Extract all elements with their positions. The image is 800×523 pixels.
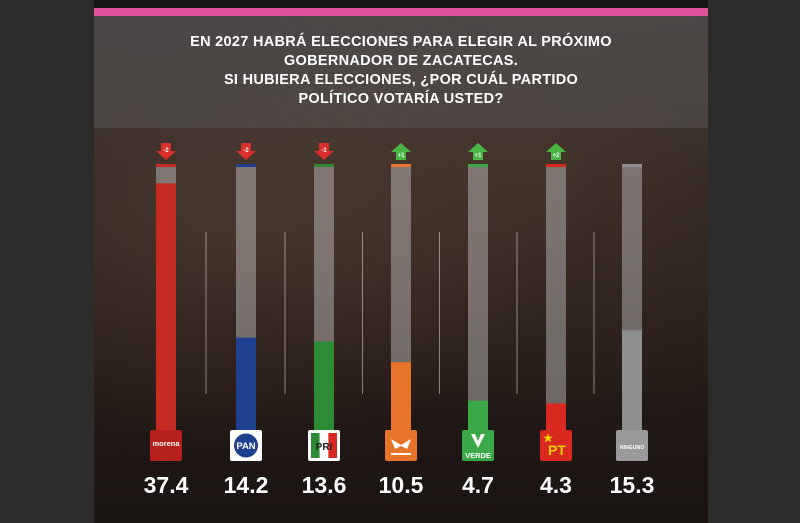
bar-group: +2 PT 4.3 [540, 143, 572, 498]
change-label: +1 [475, 153, 483, 159]
bar-group: +1 VERDE 4.7 [462, 143, 494, 498]
change-label: +1 [398, 153, 406, 159]
infographic-panel: EN 2027 HABRÁ ELECCIONES PARA ELEGIR AL … [94, 0, 708, 523]
decrease-arrow-icon [314, 143, 334, 160]
bar-track [468, 166, 488, 432]
bar-cap [391, 164, 411, 167]
change-label: -2 [243, 148, 249, 154]
change-label: -1 [321, 148, 327, 154]
toucan-icon [471, 434, 485, 448]
bar-group: NINGUNO 15.3 [610, 164, 655, 498]
pan-logo-circle [234, 433, 258, 458]
increase-arrow-icon [546, 143, 566, 160]
value-label: 10.5 [379, 472, 424, 498]
pri-logo-green [311, 433, 320, 458]
top-dark-bar [94, 0, 708, 8]
bar-group: -2 PAN 14.2 [224, 143, 269, 498]
bar-group: +1 10.5 [379, 143, 424, 498]
title-line-1: EN 2027 HABRÁ ELECCIONES PARA ELEGIR AL … [190, 34, 612, 50]
party-logo-label: PT [548, 442, 566, 458]
mc-logo-text-mark [391, 453, 411, 455]
decrease-arrow-icon [156, 143, 176, 160]
bar [156, 183, 176, 432]
party-logo-label: PAN [236, 441, 255, 452]
change-label: -2 [163, 148, 169, 154]
pri-logo-red [328, 433, 337, 458]
bar-cap [236, 164, 256, 167]
bar-group: -1 PRI 13.6 [302, 143, 347, 498]
value-label: 37.4 [144, 472, 189, 498]
party-logo-label: VERDE [465, 451, 491, 460]
party-logo-label: morena [152, 439, 180, 448]
bar [236, 337, 256, 432]
bar-chart: -2 morena 37.4 -2 PAN 14.2 -1 PRI 13.6 +1 10.5 +1 VE… [144, 143, 655, 498]
bar [391, 362, 411, 432]
increase-arrow-icon [468, 143, 488, 160]
bar-group: -2 morena 37.4 [144, 143, 189, 498]
bar-cap [156, 164, 176, 167]
eagle-icon [391, 439, 411, 449]
value-label: 14.2 [224, 472, 269, 498]
bar-cap [546, 164, 566, 167]
morena-logo [150, 430, 182, 461]
value-label: 15.3 [610, 472, 655, 498]
party-logo-label: PRI [316, 442, 333, 453]
title-box: EN 2027 HABRÁ ELECCIONES PARA ELEGIR AL … [94, 16, 708, 128]
value-label: 13.6 [302, 472, 347, 498]
title-line-3: SI HUBIERA ELECCIONES, ¿POR CUÁL PARTIDO [223, 72, 579, 88]
decrease-arrow-icon [236, 143, 256, 160]
title-line-2: GOBERNADOR DE ZACATECAS. [283, 53, 519, 69]
bar [622, 330, 642, 432]
increase-arrow-icon [391, 143, 411, 160]
accent-stripe [94, 8, 708, 16]
bar-track [546, 166, 566, 432]
star-icon [543, 433, 553, 443]
title-line-4: POLÍTICO VOTARÍA USTED? [298, 91, 504, 107]
bar [314, 341, 334, 432]
bar [546, 403, 566, 432]
party-logo-label: NINGUNO [620, 445, 645, 451]
bar [468, 400, 488, 432]
ninguno-badge [616, 430, 648, 461]
bar-cap [622, 164, 642, 167]
value-label: 4.3 [540, 472, 572, 498]
bar-cap [314, 164, 334, 167]
change-label: +2 [553, 153, 561, 159]
value-label: 4.7 [462, 472, 494, 498]
bar-cap [468, 164, 488, 167]
